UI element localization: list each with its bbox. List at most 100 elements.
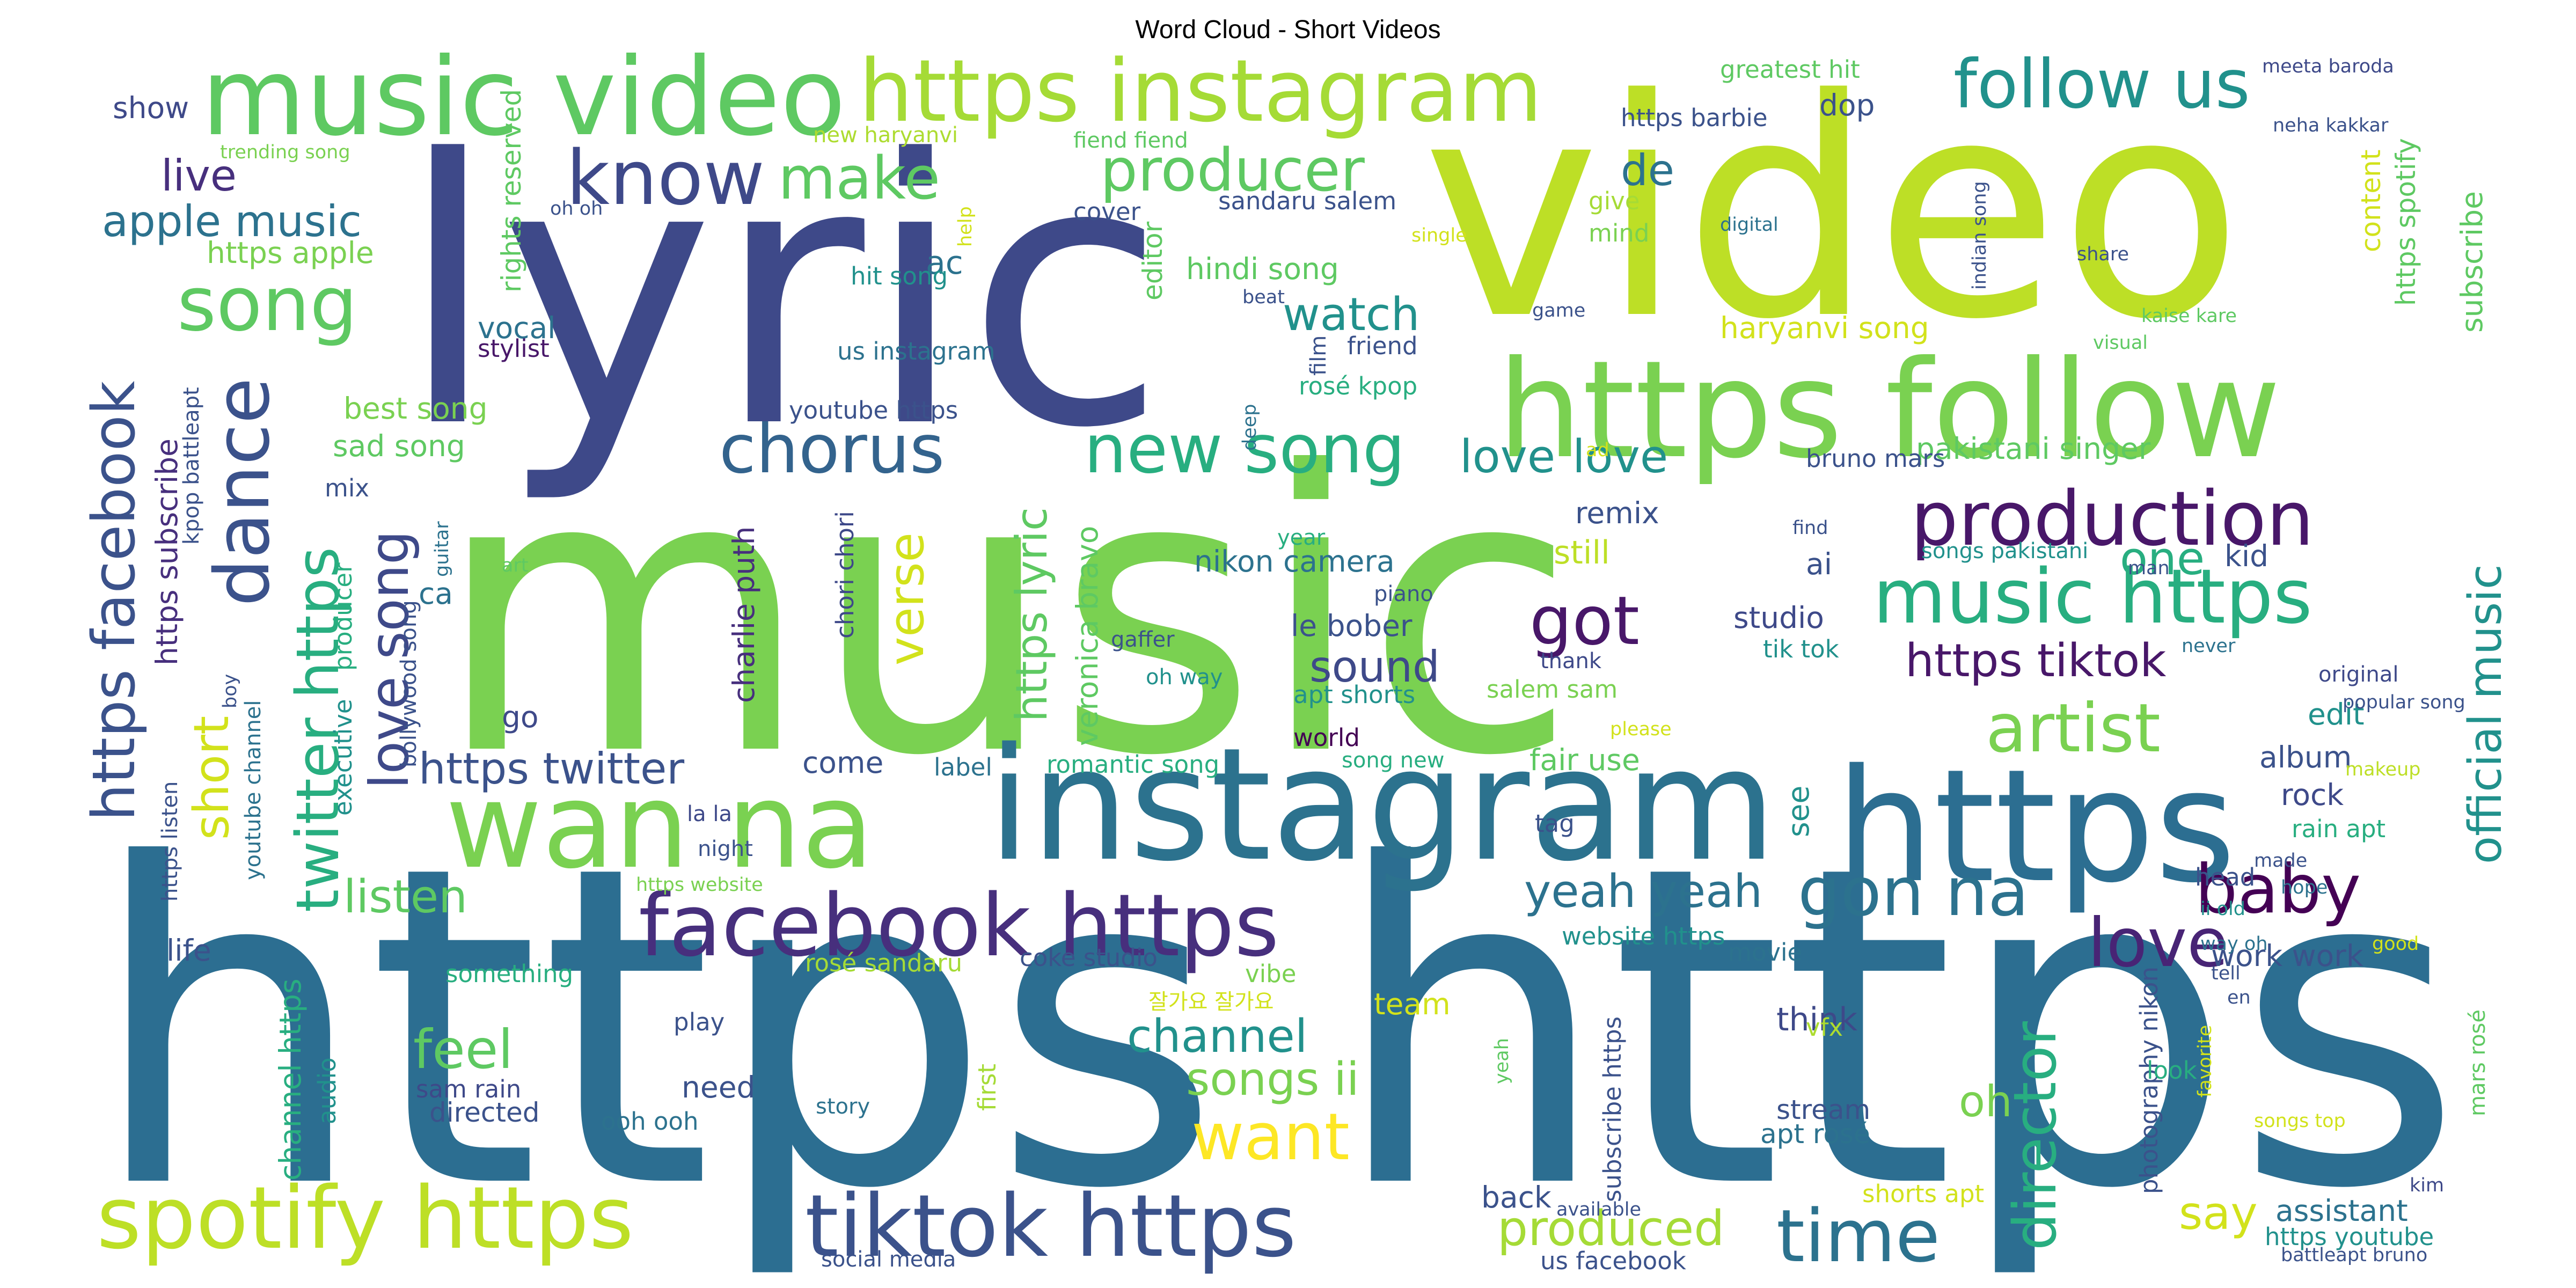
word-production-14: production (1911, 475, 2314, 563)
word-https-1: https (1331, 773, 2463, 1285)
word-producer-22: producer (1100, 136, 1365, 204)
word-favorite-197: favorite (2194, 1025, 2216, 1097)
word-photography-nikon-196: photography nikon (2135, 967, 2163, 1194)
word-ooh-ooh-170: ooh ooh (601, 1107, 698, 1136)
word-back-103: back (1481, 1180, 1552, 1214)
word-film-118: film (1306, 335, 1331, 376)
word-veronica-bravo-62: veronica bravo (1070, 526, 1104, 746)
word-movie-102: movie (1728, 938, 1802, 967)
word-bollywood-song-160: bollywood song (397, 600, 421, 767)
word-never-183: never (2182, 635, 2236, 657)
word-love-song-35: love song (358, 530, 421, 789)
word-makeup-186: makeup (2345, 759, 2421, 780)
word-head-189: head (2195, 863, 2255, 891)
word-rights-reserved-152: rights reserved (496, 89, 527, 292)
word-way-oh-193: way oh (2200, 933, 2268, 955)
word-trending-song-150: trending song (220, 142, 350, 163)
word-thank-113: thank (1540, 649, 1602, 674)
word-salem-sam-109: salem sam (1487, 675, 1618, 704)
word-good-192: good (2372, 933, 2419, 955)
word-vfx-105: vfx (1806, 1013, 1843, 1042)
word-love-27: love (2088, 904, 2228, 982)
word-see-95: see (1781, 786, 1816, 837)
word-ii-old-190: ii old (2200, 898, 2245, 920)
word-video-4: video (1422, 35, 2243, 385)
word-single-131: single (1411, 225, 1467, 246)
word-new-song-19: new song (1084, 411, 1405, 488)
word-mars-ros-200: mars rosé (2465, 1009, 2490, 1116)
word-tag-96: tag (1535, 809, 1575, 838)
word-made-188: made (2254, 850, 2307, 872)
word-sandaru-salem-127: sandaru salem (1218, 187, 1396, 215)
word-https-apple-65: https apple (207, 236, 374, 270)
word-please-180: please (1610, 719, 1672, 740)
word-ad-120: ad (1586, 440, 1609, 461)
word-cover-126: cover (1073, 197, 1141, 226)
word-go-90: go (502, 700, 539, 734)
word-original-184: original (2318, 662, 2399, 687)
word-need-83: need (682, 1070, 755, 1104)
word-verse-47: verse (879, 532, 935, 665)
word-first-174: first (973, 1064, 1001, 1111)
word-life-88: life (166, 933, 211, 968)
word-available-178: available (1556, 1199, 1641, 1220)
word-facebook-https-11: facebook https (639, 875, 1279, 976)
word-album-76: album (2259, 740, 2352, 774)
word-story-171: story (816, 1094, 870, 1119)
word-want-31: want (1191, 1100, 1350, 1175)
word-https-0: https (89, 773, 1221, 1285)
word-love-52: love (1460, 430, 1555, 484)
word-year-115: year (1277, 525, 1326, 550)
word-rock-77: rock (2281, 778, 2344, 812)
word-music-https-15: music https (1873, 553, 2312, 641)
word-gaffer-164: gaffer (1111, 627, 1175, 652)
word-apt-shorts-110: apt shorts (1293, 680, 1415, 709)
word-still-71: still (1554, 534, 1610, 572)
word-kpop-battleapt-153: kpop battleapt (179, 387, 204, 545)
word-ai-73: ai (1806, 547, 1832, 581)
word-battleapt-bruno-203: battleapt bruno (2281, 1245, 2427, 1266)
word-de-51: de (1621, 145, 1674, 195)
word-tik-tok-108: tik tok (1763, 635, 1839, 663)
word-https-6: https (1835, 736, 2236, 917)
word-rain-apt-187: rain apt (2292, 815, 2385, 843)
word-https-listen-163: https listen (158, 781, 182, 902)
word-tell-194: tell (2211, 963, 2241, 984)
word-team-97: team (1374, 987, 1451, 1021)
word-edit-75: edit (2308, 697, 2365, 731)
word-wan-na-10: wan na (445, 757, 874, 895)
word-ros-kpop-116: rosé kpop (1299, 372, 1417, 400)
word-help-130: help (955, 206, 976, 247)
word-https-subscribe-64: https subscribe (150, 438, 184, 665)
word-baby-28: baby (2195, 851, 2361, 928)
word-https-barbie-137: https barbie (1621, 104, 1768, 132)
word-content-144: content (2355, 150, 2387, 252)
word-friend-117: friend (1347, 332, 1418, 360)
word-us-instagram-122: us instagram (837, 337, 995, 365)
word-best-song-66: best song (343, 391, 488, 426)
word-guitar-157: guitar (431, 521, 453, 577)
word-hindi-song-57: hindi song (1186, 252, 1339, 286)
word-stream-81: stream (1776, 1094, 1870, 1125)
word-remix-70: remix (1575, 496, 1659, 530)
word-pakistani-singer-59: pakistani singer (1916, 431, 2151, 466)
word-channel-43: channel (1127, 1010, 1307, 1063)
word-oh-oh-151: oh oh (550, 198, 603, 219)
word-kaise-kare-147: kaise kare (2141, 305, 2237, 327)
word-yeah-yeah-37: yeah yeah (1524, 865, 1762, 918)
word-share-143: share (2077, 244, 2129, 265)
word-come-91: come (802, 745, 883, 780)
word-yeah-177: yeah (1491, 1038, 1513, 1084)
word-songs-top-198: songs top (2254, 1110, 2346, 1132)
word-channel-https-87: channel https (273, 978, 308, 1181)
word-ac-123: ac (926, 244, 963, 282)
word-tiktok-https-12: tiktok https (805, 1176, 1297, 1276)
word-mind-135: mind (1589, 219, 1649, 247)
word-subscribe-146: subscribe (2455, 191, 2489, 333)
word-kim-201: kim (2410, 1175, 2444, 1196)
word-art-156: art (502, 555, 529, 576)
word--175: 잘가요 잘가요 (1148, 990, 1274, 1014)
word-produced-40: produced (1497, 1201, 1724, 1257)
word-man-182: man (2128, 558, 2170, 579)
word-shorts-apt-179: shorts apt (1862, 1180, 1984, 1208)
